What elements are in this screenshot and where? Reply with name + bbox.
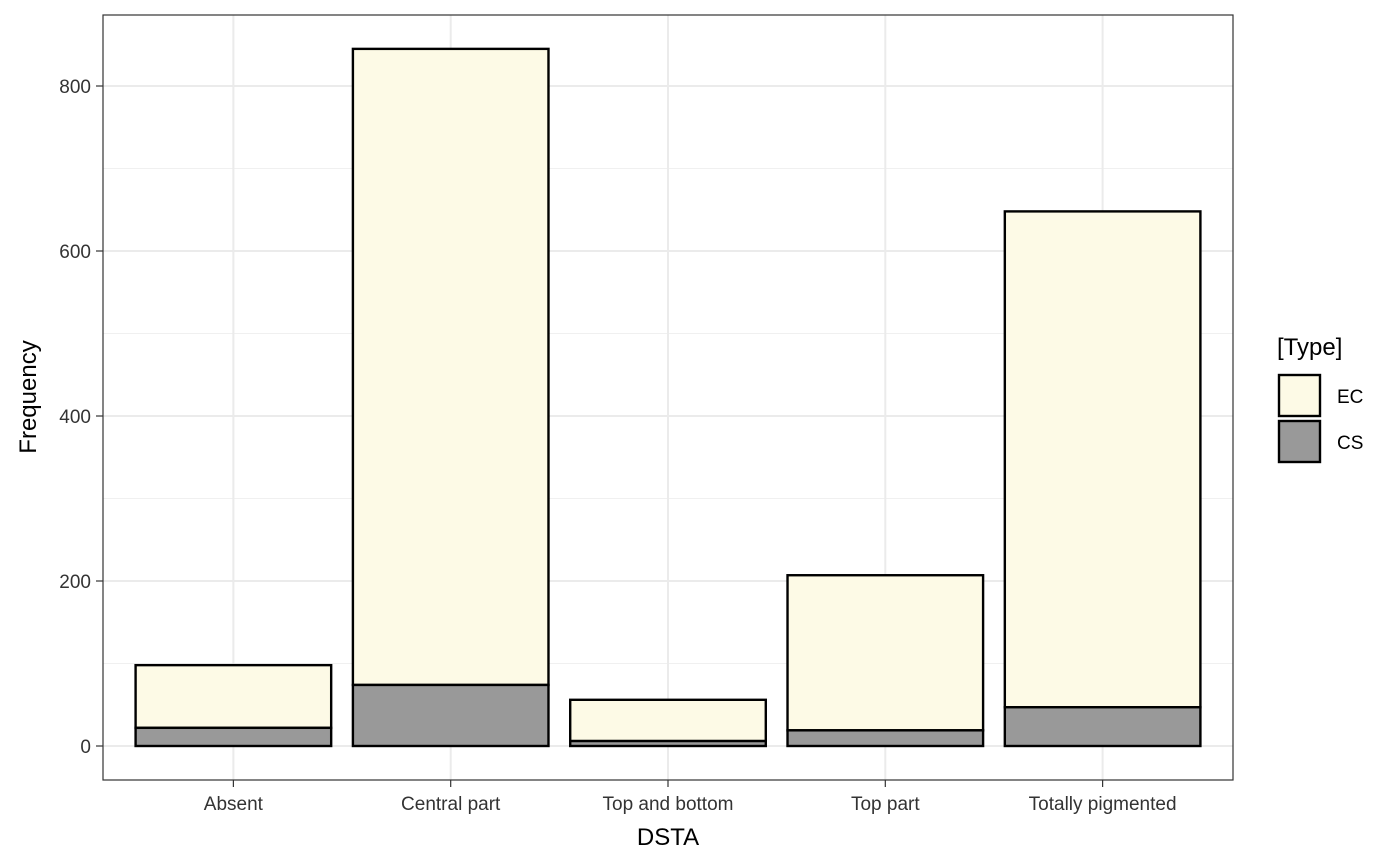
y-tick-label: 600 [59, 242, 91, 263]
x-tick-label: Top and bottom [603, 794, 734, 815]
x-axis-title: DSTA [637, 824, 699, 851]
legend-label-cs: CS [1337, 433, 1363, 454]
bar-ec [786, 574, 985, 732]
bar-cs [134, 726, 333, 748]
x-axis: Absent Central part Top and bottom Top part… [204, 780, 1177, 815]
x-tick-label: Totally pigmented [1029, 794, 1177, 815]
y-tick-label: 400 [59, 407, 91, 428]
legend-key-cs [1277, 419, 1322, 464]
bar-ec [134, 663, 333, 730]
y-tick-label: 0 [80, 737, 91, 758]
legend: [Type] EC CS [1277, 334, 1363, 464]
bar-cs [1003, 706, 1202, 748]
x-tick-label: Absent [204, 794, 264, 815]
legend-title: [Type] [1277, 334, 1342, 361]
bar-ec [569, 698, 767, 743]
y-tick-label: 200 [59, 572, 91, 593]
bars [134, 47, 1202, 748]
y-tick-label: 800 [59, 77, 91, 98]
y-axis-title: Frequency [15, 340, 42, 453]
x-tick-label: Central part [401, 794, 501, 815]
bar-cs [351, 683, 550, 748]
bar-cs [786, 729, 985, 748]
y-axis: 0 200 400 600 800 [59, 77, 103, 758]
legend-label-ec: EC [1337, 387, 1363, 408]
bar-ec [351, 47, 550, 687]
x-tick-label: Top part [851, 794, 920, 815]
bar-cs [569, 739, 767, 748]
bar-ec [1003, 210, 1202, 709]
legend-key-ec [1277, 373, 1322, 418]
